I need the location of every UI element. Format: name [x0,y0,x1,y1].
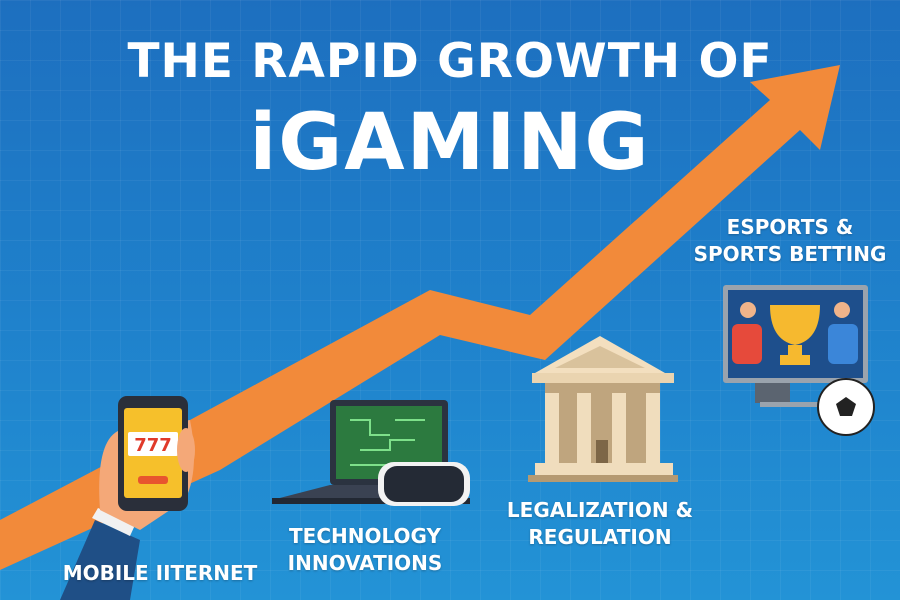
growth-arrow-icon [0,65,840,570]
label-line: REGULATION [528,525,672,549]
laptop-vr-headset-icon [272,400,470,506]
label-line: SPORTS BETTING [693,242,887,266]
government-building-icon [528,336,678,482]
label-esports-sports-betting: ESPORTS & SPORTS BETTING [690,214,890,268]
smartphone-slot-777-icon: 777 [60,396,195,600]
label-line: INNOVATIONS [287,551,443,575]
label-line: TECHNOLOGY [289,524,441,548]
label-line: LEGALIZATION & [506,498,694,522]
slot-777-text: 777 [134,435,172,456]
title-line-1: THE RAPID GROWTH OF [127,34,773,89]
label-technology-innovations: TECHNOLOGY INNOVATIONS [270,523,460,577]
label-legalization-regulation: LEGALIZATION & REGULATION [495,497,705,551]
monitor-trophy-soccer-ball-icon [723,285,875,436]
title-line-2: iGAMING [249,98,651,188]
label-line: ESPORTS & [726,215,854,239]
label-mobile-internet: MOBILE IITERNET [62,561,258,585]
